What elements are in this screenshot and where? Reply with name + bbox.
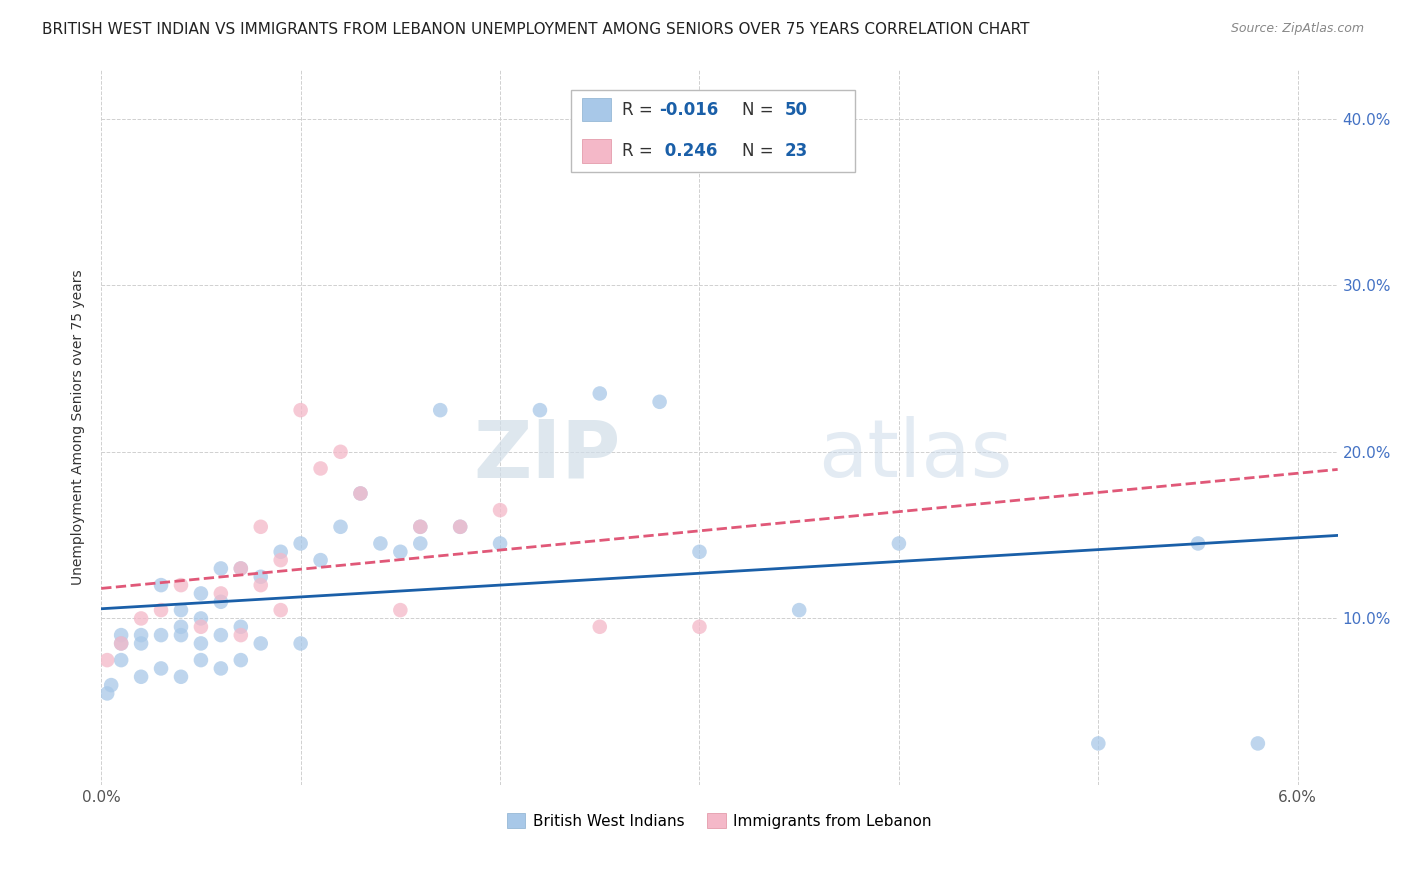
Point bbox=[529, 403, 551, 417]
Point bbox=[688, 620, 710, 634]
Point bbox=[170, 628, 193, 642]
Point bbox=[489, 503, 512, 517]
Point bbox=[170, 670, 193, 684]
Point bbox=[449, 520, 471, 534]
Point bbox=[129, 636, 152, 650]
Point bbox=[389, 545, 412, 559]
Point bbox=[209, 595, 232, 609]
Point bbox=[190, 636, 212, 650]
Text: BRITISH WEST INDIAN VS IMMIGRANTS FROM LEBANON UNEMPLOYMENT AMONG SENIORS OVER 7: BRITISH WEST INDIAN VS IMMIGRANTS FROM L… bbox=[42, 22, 1029, 37]
Point bbox=[1247, 736, 1270, 750]
Point bbox=[190, 586, 212, 600]
Point bbox=[1087, 736, 1109, 750]
Point bbox=[409, 520, 432, 534]
Point bbox=[249, 636, 271, 650]
Point bbox=[249, 520, 271, 534]
Point bbox=[170, 578, 193, 592]
Point bbox=[329, 520, 352, 534]
Point bbox=[129, 628, 152, 642]
Point bbox=[270, 545, 292, 559]
Point bbox=[270, 553, 292, 567]
Text: Source: ZipAtlas.com: Source: ZipAtlas.com bbox=[1230, 22, 1364, 36]
Point bbox=[209, 661, 232, 675]
Point bbox=[290, 636, 312, 650]
Point bbox=[429, 403, 451, 417]
Point bbox=[648, 394, 671, 409]
Point bbox=[389, 603, 412, 617]
Point bbox=[209, 628, 232, 642]
Y-axis label: Unemployment Among Seniors over 75 years: Unemployment Among Seniors over 75 years bbox=[72, 269, 86, 584]
Point bbox=[290, 403, 312, 417]
Point bbox=[229, 561, 252, 575]
Point bbox=[96, 653, 118, 667]
Point bbox=[787, 603, 810, 617]
Point bbox=[129, 670, 152, 684]
Point bbox=[309, 553, 332, 567]
Point bbox=[290, 536, 312, 550]
Point bbox=[688, 545, 710, 559]
Point bbox=[110, 636, 132, 650]
Point bbox=[209, 586, 232, 600]
Text: ZIP: ZIP bbox=[474, 417, 620, 494]
Point bbox=[589, 386, 612, 401]
Point bbox=[270, 603, 292, 617]
Point bbox=[170, 620, 193, 634]
Point bbox=[229, 620, 252, 634]
Legend: British West Indians, Immigrants from Lebanon: British West Indians, Immigrants from Le… bbox=[501, 806, 938, 835]
Point bbox=[229, 628, 252, 642]
Point bbox=[329, 445, 352, 459]
Point bbox=[96, 686, 118, 700]
Point bbox=[409, 520, 432, 534]
Point bbox=[349, 486, 371, 500]
Point bbox=[110, 653, 132, 667]
Point bbox=[150, 628, 173, 642]
Point bbox=[190, 611, 212, 625]
Point bbox=[249, 570, 271, 584]
Point bbox=[190, 620, 212, 634]
Point bbox=[100, 678, 122, 692]
Point bbox=[150, 603, 173, 617]
Point bbox=[209, 561, 232, 575]
Point bbox=[309, 461, 332, 475]
Point bbox=[110, 628, 132, 642]
Point bbox=[449, 520, 471, 534]
Point bbox=[170, 603, 193, 617]
Point bbox=[1187, 536, 1209, 550]
Point bbox=[229, 653, 252, 667]
Point bbox=[409, 536, 432, 550]
Point bbox=[249, 578, 271, 592]
Point bbox=[110, 636, 132, 650]
Text: atlas: atlas bbox=[818, 417, 1012, 494]
Point bbox=[150, 578, 173, 592]
Point bbox=[349, 486, 371, 500]
Point bbox=[190, 653, 212, 667]
Point bbox=[489, 536, 512, 550]
Point bbox=[887, 536, 910, 550]
Point bbox=[229, 561, 252, 575]
Point bbox=[129, 611, 152, 625]
Point bbox=[150, 661, 173, 675]
Point bbox=[370, 536, 392, 550]
Point bbox=[589, 620, 612, 634]
